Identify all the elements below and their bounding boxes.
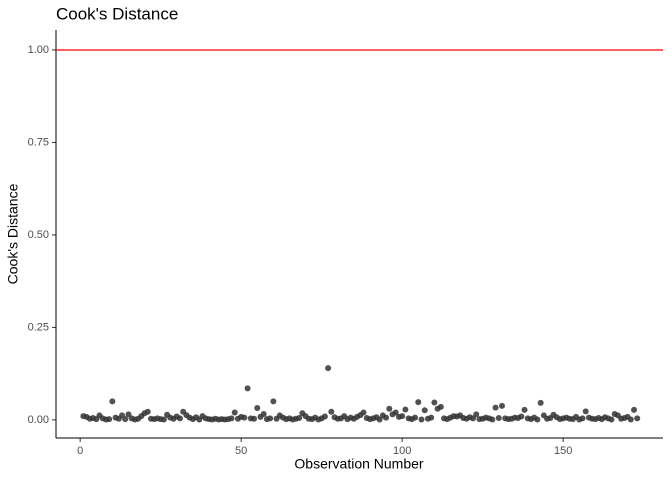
point: [518, 413, 525, 420]
y-tick-label: 1.00: [28, 44, 49, 56]
point: [415, 399, 422, 406]
point: [125, 411, 132, 418]
point: [376, 416, 383, 423]
point: [392, 409, 399, 416]
x-tick-label: 50: [235, 445, 247, 457]
point: [241, 414, 248, 421]
point: [231, 409, 238, 416]
point: [473, 411, 480, 418]
point: [260, 410, 267, 417]
point: [627, 416, 634, 423]
point: [386, 405, 393, 412]
point: [470, 415, 477, 422]
point: [534, 416, 541, 423]
point: [402, 406, 409, 413]
point: [106, 416, 113, 423]
point: [244, 385, 251, 392]
point: [328, 408, 335, 415]
point: [421, 407, 428, 414]
point: [582, 408, 589, 415]
x-tick-label: 0: [77, 445, 83, 457]
x-tick-label: 150: [554, 445, 572, 457]
point: [608, 416, 615, 423]
point: [296, 415, 303, 422]
point: [267, 415, 274, 422]
point: [428, 414, 435, 421]
point: [254, 405, 261, 412]
chart-title: Cook's Distance: [56, 4, 178, 23]
point: [498, 402, 505, 409]
point: [176, 415, 183, 422]
x-axis-label: Observation Number: [294, 456, 424, 472]
point: [634, 415, 641, 422]
point: [325, 365, 332, 372]
y-tick-label: 0.75: [28, 136, 49, 148]
point: [495, 415, 502, 422]
point: [412, 414, 419, 421]
point: [270, 398, 277, 405]
y-tick-label: 0.50: [28, 229, 49, 241]
point: [251, 415, 258, 422]
x-tick-label: 100: [393, 445, 411, 457]
point: [579, 415, 586, 422]
y-axis-label: Cook's Distance: [5, 183, 21, 284]
point: [492, 404, 499, 411]
point: [109, 398, 116, 405]
point: [537, 399, 544, 406]
point: [437, 403, 444, 410]
y-tick-label: 0.25: [28, 321, 49, 333]
point: [160, 416, 167, 423]
point: [489, 416, 496, 423]
point: [122, 416, 129, 423]
point: [360, 409, 367, 416]
point: [383, 414, 390, 421]
point: [228, 415, 235, 422]
point: [321, 413, 328, 420]
point: [521, 406, 528, 413]
point: [418, 416, 425, 423]
point: [631, 406, 638, 413]
point: [399, 413, 406, 420]
y-tick-label: 0.00: [28, 414, 49, 426]
point: [431, 399, 438, 406]
point: [144, 408, 151, 415]
